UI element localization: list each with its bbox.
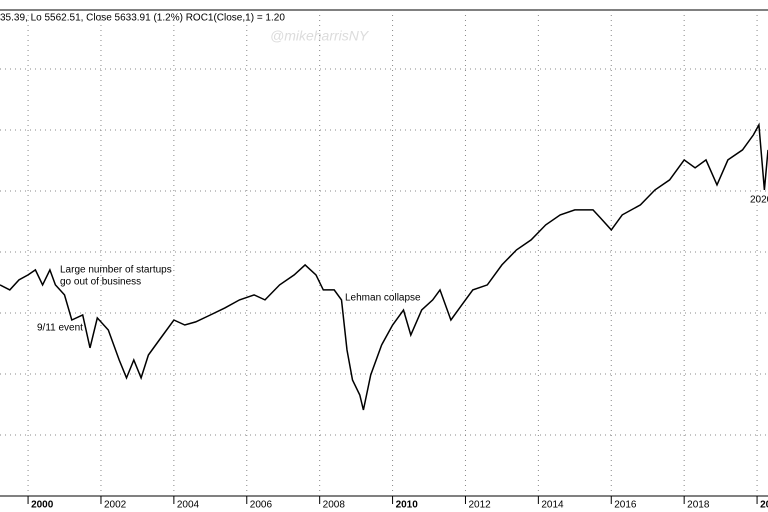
x-tick-label: 2014 [541, 500, 564, 511]
x-tick-label: 2002 [104, 500, 127, 511]
price-line [0, 122, 768, 411]
annotation: 2020 [750, 195, 768, 206]
x-tick-label: 2010 [396, 500, 419, 511]
annotation: 9/11 event [37, 323, 83, 334]
annotation: Large number of startups [60, 265, 172, 276]
x-tick-label: 2018 [687, 500, 710, 511]
annotation: go out of business [60, 277, 141, 288]
x-tick-label: 2016 [614, 500, 637, 511]
x-tick-label: 2008 [323, 500, 346, 511]
x-tick-label: 2012 [468, 500, 491, 511]
header: 35.39, Lo 5562.51, Close 5633.91 (1.2%) … [0, 13, 285, 24]
x-tick-label: 2004 [177, 500, 200, 511]
annotation: Lehman collapse [345, 293, 421, 304]
x-tick-label: 2000 [31, 500, 54, 511]
x-tick-label: 2006 [250, 500, 273, 511]
x-tick-label: 2020 [760, 500, 768, 511]
